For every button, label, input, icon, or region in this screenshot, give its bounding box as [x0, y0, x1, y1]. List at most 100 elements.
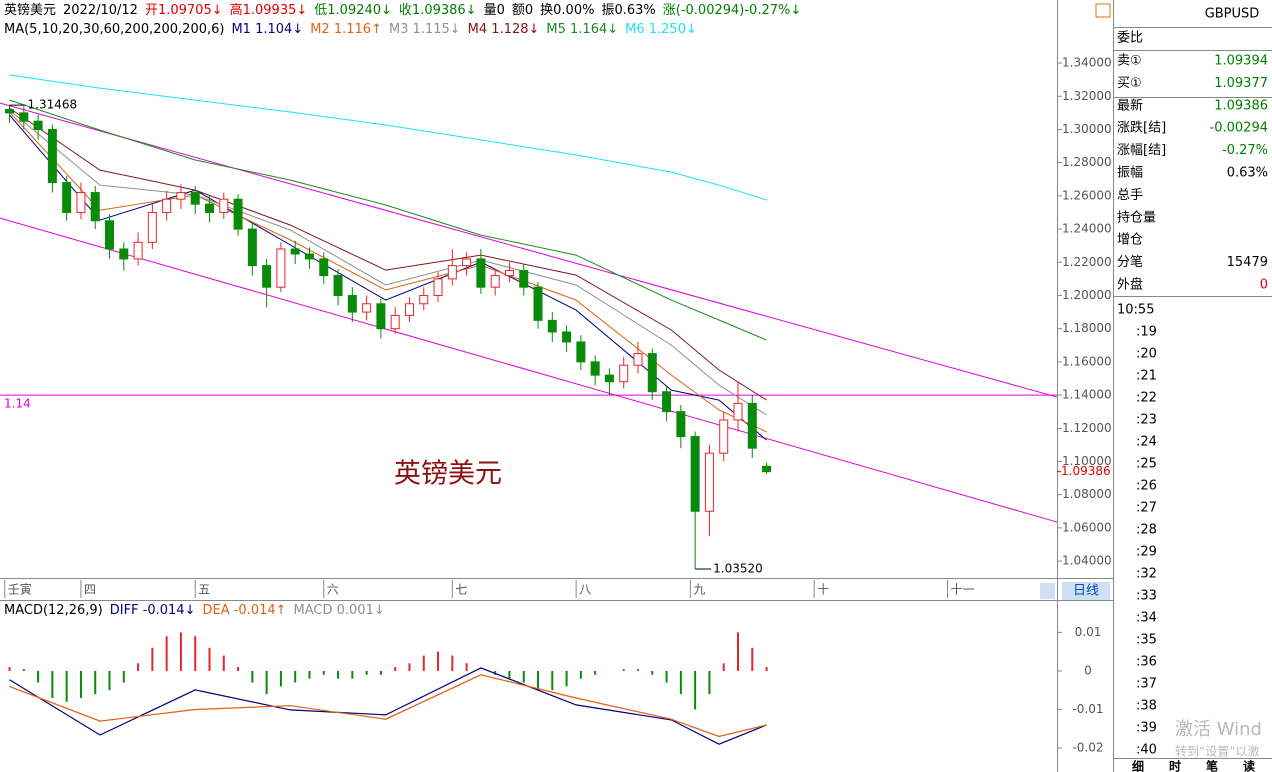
price-line-label: 1.14	[4, 397, 31, 411]
macd-legend: MACD(12,26,9) DIFF -0.014↓ DEA -0.014↑ MACD…	[4, 603, 392, 619]
scroll-button[interactable]	[1040, 583, 1055, 599]
panel-row-value: -0.00294	[1210, 121, 1268, 136]
candle-body	[433, 278, 443, 296]
y-tick-label: 1.18000	[1062, 321, 1112, 335]
ma-line	[9, 111, 767, 433]
os-watermark: 转到“设置”以激	[1175, 744, 1259, 759]
candle-body	[462, 258, 472, 267]
candle-body	[162, 198, 172, 213]
panel-row-value: 1.09386	[1214, 98, 1268, 113]
candle-body	[362, 303, 372, 313]
panel-row-label: 持仓量	[1117, 210, 1156, 225]
x-tick-label: 六	[327, 583, 339, 597]
tick-time: :24	[1136, 435, 1157, 450]
candle-body	[490, 275, 500, 288]
y-tick-label: 1.32000	[1062, 89, 1112, 103]
tick-time: :40	[1136, 743, 1157, 758]
ma-legend: MA(5,10,20,30,60,200,200,200,6) M1 1.104↓…	[4, 22, 704, 38]
tick-time: :22	[1136, 391, 1157, 406]
candle-body	[62, 182, 72, 213]
annotation-label: 1.31468	[28, 98, 78, 112]
y-tick-label: -0.01	[1072, 702, 1103, 716]
candle-body	[404, 303, 414, 316]
panel-toggle-icon[interactable]	[1095, 3, 1111, 18]
panel-row-label: 最新	[1117, 97, 1143, 113]
candle-body	[290, 248, 300, 255]
annotation-label: 1.03520	[713, 562, 763, 576]
y-tick-label: 1.04000	[1062, 554, 1112, 568]
quote-item: 低1.09240↓	[314, 3, 392, 18]
trend-line	[0, 217, 1058, 523]
candle-body	[347, 294, 357, 313]
period-button[interactable]	[1062, 582, 1110, 600]
tick-time: :36	[1136, 655, 1157, 670]
y-tick-label: 0	[1084, 663, 1092, 677]
candle-body	[590, 361, 600, 376]
trend-line	[0, 102, 1058, 398]
y-tick-label: 1.16000	[1062, 354, 1112, 368]
candle-body	[762, 465, 772, 473]
candle-body	[47, 128, 57, 184]
quote-item: 换0.00%	[540, 3, 595, 18]
ma-line	[9, 74, 767, 201]
indicator-label: MA(5,10,20,30,60,200,200,200,6)	[4, 22, 225, 37]
tick-time: :27	[1136, 501, 1157, 516]
y-tick-label: 1.30000	[1062, 122, 1112, 136]
candle-body	[33, 120, 43, 130]
candle-body	[719, 419, 729, 454]
legend-entry: M5 1.164↓	[546, 22, 619, 37]
panel-row-value: 1.09377	[1214, 76, 1268, 91]
candle-body	[119, 248, 129, 260]
x-tick-label: 八	[579, 583, 591, 597]
y-tick-label: 1.12000	[1062, 421, 1112, 435]
y-tick-label: 1.10000	[1062, 454, 1112, 468]
candle-body	[76, 192, 86, 213]
candle-body	[447, 265, 457, 280]
candle-body	[576, 341, 586, 363]
candle-body	[390, 314, 400, 330]
candle-body	[562, 331, 572, 343]
y-tick-label: 1.28000	[1062, 155, 1112, 169]
candle-body	[676, 411, 686, 438]
y-tick-label: 1.24000	[1062, 222, 1112, 236]
x-tick-label: 九	[693, 583, 705, 597]
candle-body	[547, 319, 557, 333]
indicator-label: MACD(12,26,9)	[4, 603, 103, 618]
legend-entry: M3 1.115↓	[388, 22, 461, 37]
legend-entry: M4 1.128↓	[467, 22, 540, 37]
panel-row-label: 涨幅[结]	[1117, 143, 1166, 158]
tick-time: :35	[1136, 633, 1157, 648]
tick-time: :26	[1136, 479, 1157, 494]
panel-tab[interactable]: 细	[1132, 759, 1144, 772]
period-label[interactable]: 日线	[1073, 584, 1099, 599]
tick-time: :39	[1136, 721, 1157, 736]
panel-tab[interactable]: 笔	[1206, 759, 1218, 772]
panel-row-label: 总手	[1117, 188, 1143, 203]
quote-bar: 英镑美元 2022/10/12 开1.09705↓ 高1.09935↓ 低1.09240…	[4, 3, 808, 19]
panel-tab[interactable]: 时	[1169, 759, 1181, 772]
tick-time: :32	[1136, 567, 1157, 582]
candle-body	[647, 353, 657, 393]
candle-body	[5, 109, 15, 114]
panel-row-label: 买①	[1117, 76, 1142, 91]
candle-body	[105, 220, 115, 250]
panel-row-label: 振幅	[1117, 166, 1143, 181]
candle-body	[247, 228, 257, 267]
candle-body	[147, 211, 157, 243]
candle-body	[204, 203, 214, 213]
candle-body	[690, 436, 700, 512]
panel-row-label: 外盘	[1117, 277, 1143, 293]
candle-body	[333, 275, 343, 296]
candle-body	[190, 192, 200, 205]
y-tick-label: 1.20000	[1062, 288, 1112, 302]
candle-body	[262, 265, 272, 288]
quote-item: 英镑美元	[4, 3, 57, 18]
tick-time: :34	[1136, 611, 1157, 626]
quote-item: 涨(-0.00294)-0.27%↓	[662, 3, 802, 18]
macd-line	[9, 667, 767, 745]
legend-entry: DIFF -0.014↓	[109, 603, 196, 618]
y-tick-label: 1.34000	[1062, 56, 1112, 70]
panel-tab[interactable]: 读	[1243, 759, 1255, 772]
candle-body	[419, 294, 429, 305]
